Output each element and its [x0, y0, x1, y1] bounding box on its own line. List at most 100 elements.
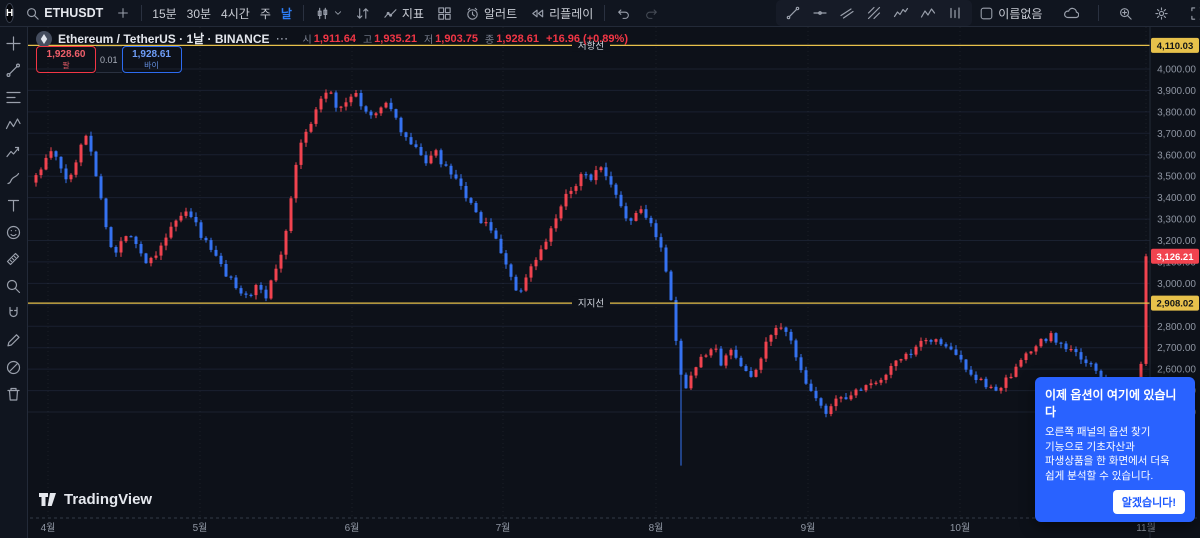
ohlc-value: 1,935.21 [374, 32, 417, 45]
pitchfork-tool-button[interactable] [864, 2, 884, 24]
sidebar-tool-measure[interactable] [2, 250, 26, 268]
trend-line-icon [6, 62, 21, 77]
bars-pattern-tool-button[interactable] [945, 2, 965, 24]
compare-button[interactable] [349, 2, 376, 24]
compare-icon [356, 7, 369, 19]
measure-icon [6, 252, 20, 265]
sidebar-tool-magnet[interactable] [2, 304, 26, 322]
redo-button[interactable] [638, 2, 665, 24]
svg-text:3,126.21: 3,126.21 [1157, 252, 1195, 263]
svg-text:2,600.00: 2,600.00 [1157, 365, 1196, 376]
svg-text:3,700.00: 3,700.00 [1157, 129, 1196, 140]
parallel-channel-tool-button[interactable] [837, 2, 857, 24]
cloud-save-button[interactable] [1057, 2, 1085, 24]
candlestick-icon [317, 7, 328, 19]
chart-settings-button[interactable] [1148, 2, 1175, 24]
emoji-icon [6, 225, 21, 239]
sidebar-tool-fib-retracement[interactable] [2, 88, 26, 106]
symbol-legend: Ethereum / TetherUS · 1날 · BINANCE ⋯ 시 1,… [36, 30, 628, 47]
buy-button[interactable]: 1,928.61 바이 [121, 46, 182, 73]
svg-text:2,908.02: 2,908.02 [1157, 299, 1194, 310]
timeframe-button-15분[interactable]: 15분 [147, 2, 181, 24]
svg-text:6월: 6월 [345, 522, 360, 534]
sell-button[interactable]: 1,928.60 팔 [36, 46, 96, 73]
tradingview-logo-text: TradingView [64, 491, 153, 508]
toolbar-divider [1098, 5, 1100, 21]
trend-line-tool-button[interactable] [783, 2, 803, 24]
sidebar-tool-emoji[interactable] [2, 223, 26, 241]
sidebar-tool-pencil[interactable] [2, 331, 26, 349]
tradingview-logo[interactable]: TradingView [38, 491, 152, 508]
horizontal-line-tool-button[interactable] [810, 2, 830, 24]
svg-text:3,400.00: 3,400.00 [1157, 193, 1196, 204]
sidebar-tool-trash[interactable] [2, 385, 26, 403]
timeframe-button-30분[interactable]: 30분 [182, 2, 216, 24]
sidebar-tool-brush[interactable] [2, 169, 26, 187]
chart-type-button[interactable] [309, 2, 348, 24]
undo-icon [618, 8, 630, 19]
svg-text:4,110.03: 4,110.03 [1157, 41, 1193, 52]
line-tools-group [776, 0, 973, 26]
sidebar-tool-prediction[interactable] [2, 142, 26, 160]
gear-icon [1155, 6, 1169, 20]
replay-icon [532, 9, 544, 17]
timeframe-group: 15분 30분 4시간 주 날 [147, 2, 297, 24]
trend-line-tool-icon [786, 6, 800, 20]
indicators-icon [384, 8, 397, 18]
replay-button[interactable]: 리플레이 [524, 2, 599, 24]
indicator-templates-button[interactable] [431, 2, 458, 24]
fullscreen-icon [1191, 6, 1196, 20]
sidebar-tool-remove[interactable] [2, 358, 26, 376]
tradingview-logo-icon [39, 493, 56, 506]
toolbar-divider [604, 5, 606, 21]
sidebar-tool-pattern[interactable] [2, 115, 26, 133]
symbol-search-button[interactable]: ETHUSDT [19, 2, 109, 24]
pattern-tool-button[interactable] [918, 2, 938, 24]
svg-text:11월: 11월 [1136, 522, 1156, 534]
timeframe-button-날[interactable]: 날 [276, 2, 297, 24]
indicators-button[interactable]: 지표 [377, 2, 430, 24]
ohlc-label: 종 [485, 35, 495, 46]
ohlc-value: 1,911.64 [313, 32, 356, 45]
sidebar-tool-crosshair[interactable] [2, 34, 26, 52]
timeframe-button-주[interactable]: 주 [255, 2, 276, 24]
text-icon [7, 199, 20, 212]
undo-button[interactable] [610, 2, 637, 24]
svg-text:4,000.00: 4,000.00 [1157, 65, 1196, 76]
elliott-wave-tool-button[interactable] [891, 2, 911, 24]
ohlc-label: 저 [423, 35, 434, 46]
add-symbol-button[interactable] [110, 2, 136, 24]
ellipsis-icon[interactable]: ⋯ [275, 30, 290, 46]
popup-confirm-button[interactable]: 알겠습니다! [1112, 490, 1185, 514]
fullscreen-button[interactable] [1184, 2, 1200, 24]
bars-pattern-tool-icon [950, 7, 960, 19]
sidebar-tool-zoom[interactable] [2, 277, 26, 295]
user-avatar[interactable]: H [5, 3, 15, 23]
svg-text:3,900.00: 3,900.00 [1157, 86, 1196, 97]
quick-search-button[interactable] [1112, 2, 1139, 24]
sell-price: 1,928.60 [46, 48, 86, 60]
ohlc-label: 시 [302, 35, 312, 46]
sidebar-tool-text[interactable] [2, 196, 26, 214]
svg-text:3,200.00: 3,200.00 [1157, 236, 1196, 247]
toolbar-right-group: 이름없음 퍼블리시 [973, 2, 1200, 24]
horizontal-line-tool-icon [813, 11, 827, 15]
svg-text:3,000.00: 3,000.00 [1157, 279, 1196, 290]
symbol-logo-icon [36, 30, 52, 47]
svg-text:3,500.00: 3,500.00 [1157, 172, 1196, 183]
spread-value: 0.01 [96, 46, 122, 73]
svg-text:저항선: 저항선 [578, 41, 604, 52]
sidebar-tool-trend-line[interactable] [2, 61, 26, 79]
svg-text:3,300.00: 3,300.00 [1157, 215, 1196, 226]
trash-icon [7, 387, 20, 401]
timeframe-button-4시간[interactable]: 4시간 [216, 2, 255, 24]
legend-title[interactable]: Ethereum / TetherUS · 1날 · BINANCE [58, 32, 270, 46]
cloud-icon [1064, 7, 1080, 19]
brush-icon [7, 172, 20, 184]
ohlc-value: 1,928.61 [496, 32, 540, 45]
alert-button[interactable]: 알러트 [459, 2, 523, 24]
elliott-wave-tool-icon [894, 7, 909, 18]
fib-retracement-icon [6, 91, 21, 103]
layout-select-button[interactable]: 이름없음 [973, 2, 1048, 24]
